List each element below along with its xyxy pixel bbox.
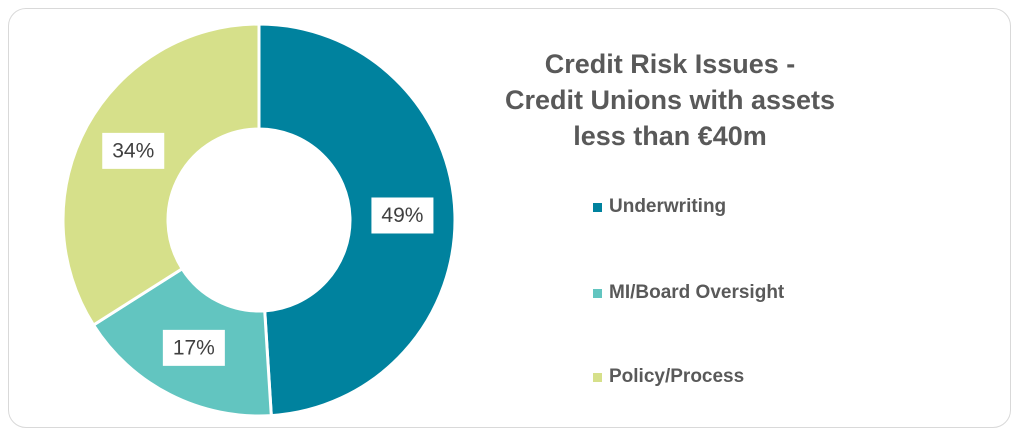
- legend-item-underwriting: Underwriting: [593, 196, 726, 218]
- data-label-box-underwriting: [371, 197, 434, 234]
- legend-swatch-policy-process: [593, 372, 602, 382]
- data-label-text-mi-board-oversight: 17%: [173, 336, 215, 359]
- donut-chart: 49% 17% 34%: [61, 22, 457, 418]
- chart-title-line-2: Credit Unions with assets: [504, 85, 836, 115]
- legend-item-policy-process: Policy/Process: [593, 366, 744, 388]
- donut-slice-policy-process: [61, 22, 261, 328]
- legend-label-mi-board-oversight: MI/Board Oversight: [609, 282, 785, 303]
- chart-title-line-1: Credit Risk Issues -: [544, 49, 796, 79]
- data-label-box-policy-process: [102, 132, 165, 169]
- legend-item-mi-board-oversight: MI/Board Oversight: [593, 282, 784, 304]
- data-label-mi-board-oversight: 17%: [162, 329, 225, 366]
- data-label-underwriting: 49%: [371, 197, 434, 234]
- legend-label-policy-process: Policy/Process: [609, 366, 745, 387]
- data-label-text-underwriting: 49%: [381, 204, 423, 227]
- legend-swatch-underwriting: [593, 202, 602, 212]
- chart-title-line-3: less than €40m: [573, 121, 767, 151]
- data-label-policy-process: 34%: [102, 132, 165, 169]
- data-label-box-mi-board-oversight: [162, 329, 225, 366]
- legend-label-underwriting: Underwriting: [609, 196, 727, 217]
- donut-slice-underwriting: [257, 22, 457, 418]
- chart-title: Credit Risk Issues - Credit Unions with …: [470, 46, 870, 154]
- data-label-text-policy-process: 34%: [112, 139, 154, 162]
- legend-swatch-mi-board-oversight: [593, 288, 602, 298]
